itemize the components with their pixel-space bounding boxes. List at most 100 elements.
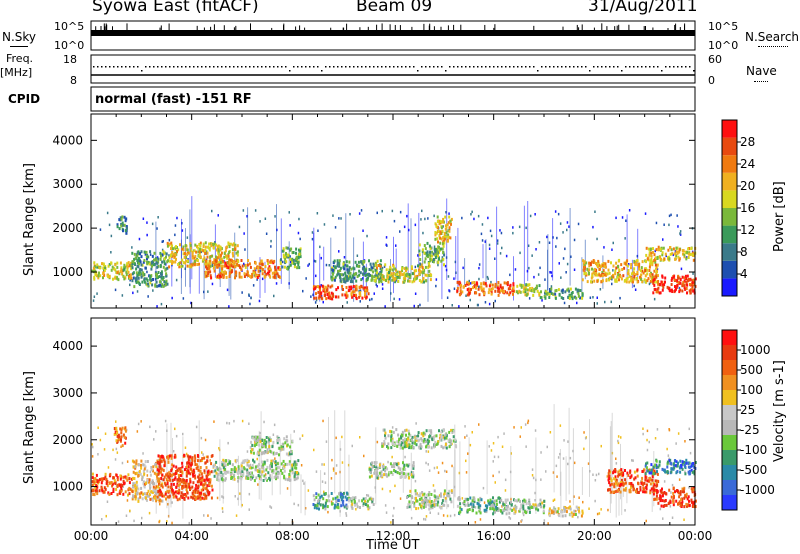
echo-cell: [338, 259, 341, 263]
echo-cell: [124, 490, 127, 494]
echo-cell: [450, 439, 453, 443]
echo-cell: [532, 293, 535, 297]
echo-cell: [225, 261, 228, 265]
data-streak: [547, 234, 549, 291]
echo-cell: [135, 486, 138, 490]
data-streak: [334, 410, 336, 494]
echo-cell: [356, 275, 359, 278]
echo-cell: [284, 462, 287, 466]
echo-cell: [376, 473, 378, 477]
echo-cell: [146, 257, 148, 261]
echo-cell: [503, 290, 506, 294]
echo-cell: [434, 440, 437, 444]
echo-cell: [194, 261, 197, 265]
echo-cell: [207, 264, 210, 268]
data-cell: [444, 469, 446, 473]
echo-cell: [517, 291, 519, 295]
echo-cell: [313, 296, 316, 300]
echo-cell: [404, 276, 407, 280]
echo-cell: [505, 281, 508, 285]
echo-cell: [176, 482, 179, 486]
echo-cell: [686, 291, 688, 295]
echo-cell: [258, 463, 260, 466]
data-cell: [510, 497, 512, 501]
data-cell: [587, 462, 590, 465]
data-cell: [399, 497, 402, 500]
data-cell: [366, 234, 368, 238]
echo-cell: [334, 504, 337, 508]
echo-cell: [200, 482, 202, 486]
echo-cell: [437, 440, 439, 444]
echo-cell: [206, 251, 209, 255]
echo-cell: [428, 497, 431, 500]
echo-cell: [238, 273, 241, 277]
data-cell: [670, 491, 672, 494]
data-cell: [273, 294, 275, 298]
echo-cell: [177, 483, 180, 487]
echo-cell: [658, 283, 661, 286]
data-cell: [433, 214, 435, 218]
echo-cell: [298, 266, 301, 270]
echo-cell: [186, 253, 189, 256]
echo-cell: [339, 269, 342, 273]
echo-cell: [128, 481, 131, 485]
echo-cell: [685, 257, 688, 261]
echo-cell: [93, 477, 95, 481]
echo-cell: [316, 502, 319, 506]
echo-cell: [350, 287, 353, 291]
data-cell: [217, 214, 219, 217]
echo-cell: [94, 273, 97, 277]
echo-cell: [445, 446, 448, 450]
echo-cell: [312, 494, 315, 498]
echo-cell: [362, 272, 365, 276]
echo-cell: [258, 448, 261, 452]
echo-cell: [299, 247, 302, 251]
echo-cell: [544, 291, 546, 295]
echo-cell: [202, 486, 205, 490]
data-streak: [486, 440, 488, 495]
echo-cell: [424, 265, 427, 269]
echo-cell: [192, 472, 194, 476]
echo-cell: [257, 469, 260, 473]
data-cell: [628, 263, 630, 266]
data-cell: [278, 521, 281, 525]
echo-cell: [422, 505, 425, 509]
data-cell: [149, 470, 152, 474]
echo-cell: [236, 244, 239, 248]
echo-cell: [155, 465, 158, 469]
echo-cell: [105, 481, 108, 485]
echo-cell: [464, 284, 467, 287]
data-cell: [168, 470, 170, 474]
echo-cell: [93, 493, 96, 497]
echo-cell: [644, 269, 647, 272]
data-cell: [535, 248, 537, 251]
data-cell: [106, 211, 109, 215]
nave-dot: [225, 66, 227, 68]
nave-dot: [153, 66, 155, 68]
echo-cell: [444, 499, 447, 503]
data-cell: [171, 521, 173, 525]
echo-cell: [332, 294, 335, 298]
data-cell: [546, 445, 548, 449]
data-cell: [203, 514, 205, 517]
echo-cell: [357, 260, 360, 264]
data-cell: [562, 231, 564, 234]
echo-cell: [240, 259, 243, 262]
echo-cell: [368, 259, 370, 263]
data-cell: [467, 452, 469, 455]
echo-cell: [220, 474, 223, 478]
echo-cell: [654, 263, 657, 267]
data-cell: [99, 228, 102, 231]
echo-cell: [424, 505, 427, 508]
data-streak: [410, 218, 412, 280]
echo-cell: [152, 278, 154, 281]
data-cell: [159, 502, 161, 506]
echo-cell: [273, 275, 276, 279]
echo-cell: [96, 265, 99, 269]
data-cell: [578, 496, 580, 499]
data-cell: [161, 240, 163, 243]
data-cell: [451, 464, 453, 468]
echo-cell: [526, 288, 529, 292]
data-streak: [610, 421, 612, 504]
echo-cell: [408, 273, 411, 277]
